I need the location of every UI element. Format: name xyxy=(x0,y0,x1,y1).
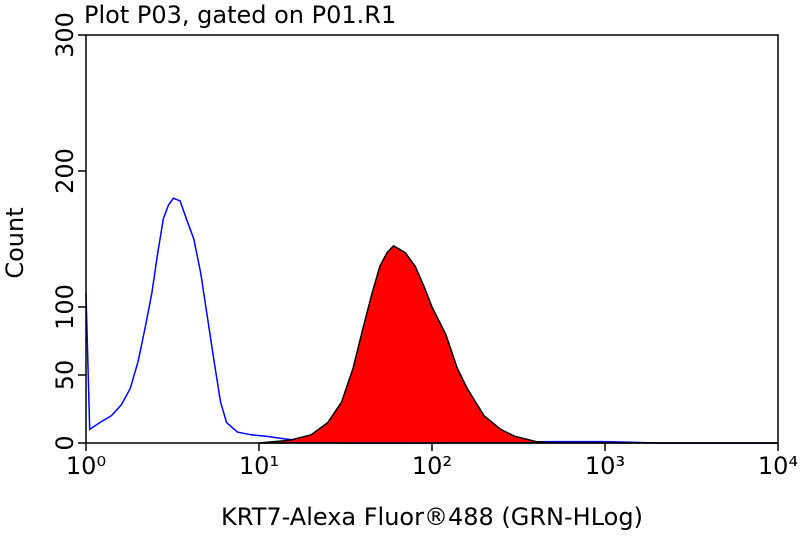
y-tick-label: 200 xyxy=(51,148,79,194)
y-tick-label: 50 xyxy=(51,360,79,391)
x-tick-label: 10¹ xyxy=(239,452,279,480)
area xyxy=(258,244,778,444)
y-axis-label: Count xyxy=(1,207,29,278)
x-tick-label: 10² xyxy=(412,452,452,480)
y-tick-label: 0 xyxy=(51,435,79,450)
y-tick-label: 300 xyxy=(51,12,79,58)
x-tick-label: 10⁴ xyxy=(758,452,798,480)
x-tick-label: 10³ xyxy=(585,452,625,480)
y-tick-label: 100 xyxy=(51,284,79,330)
chart-title: Plot P03, gated on P01.R1 xyxy=(84,1,396,29)
x-tick-label: 10⁰ xyxy=(66,452,106,480)
x-axis-label: KRT7-Alexa Fluor®488 (GRN-HLog) xyxy=(221,503,643,531)
